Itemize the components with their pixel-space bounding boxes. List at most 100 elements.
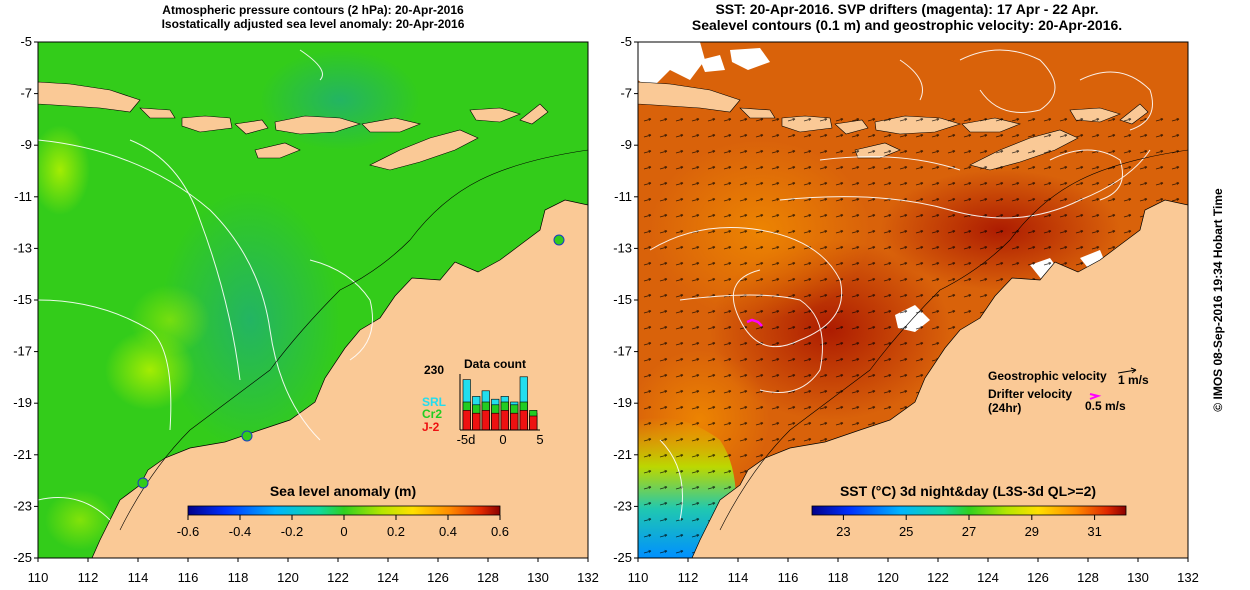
tide-gauge-marker <box>137 477 149 489</box>
left-pressure-contours <box>38 49 373 521</box>
right-axes: -5 -7 -9 -11 -13 -15 -17 -19 -21 -23 -25 110 112 114 1… <box>613 34 1199 585</box>
data-count-xtick: 5 <box>536 432 543 447</box>
left-lon-tick-label: 118 <box>228 570 249 585</box>
data-count-max-label: 230 <box>424 363 444 377</box>
left-axes: -5 -7 -9 -11 -13 -15 -17 -19 -21 -23 -25 110 112 114 1… <box>13 34 599 585</box>
geostrophic-velocity-value: 1 m/s <box>1118 373 1149 387</box>
count-bar-j2 <box>500 410 509 431</box>
right-lon-tick-label: 130 <box>1127 570 1149 585</box>
left-lat-tick-label: -7 <box>20 86 32 101</box>
right-lon-tick-label: 122 <box>927 570 949 585</box>
series-label-j2: J-2 <box>422 420 440 434</box>
right-colorbar-tick-label: 25 <box>899 524 913 539</box>
count-bar-j2 <box>519 410 528 431</box>
left-lat-tick-label: -25 <box>13 550 32 565</box>
drifter-velocity-arrow <box>1089 393 1102 400</box>
drifter-velocity-label-2: (24hr) <box>988 401 1021 415</box>
velocity-legend: Geostrophic velocity 1 m/s Drifter veloc… <box>988 367 1149 415</box>
left-colorbar-tick-label: 0.6 <box>491 524 509 539</box>
left-lat-tick-label: -19 <box>13 395 32 410</box>
left-lon-tick-label: 132 <box>577 570 599 585</box>
left-lon-tick-label: 112 <box>78 570 99 585</box>
left-lat-tick-label: -9 <box>20 137 32 152</box>
right-lon-tick-label: 116 <box>778 570 799 585</box>
left-lat-tick-label: -11 <box>14 189 32 204</box>
left-lat-tick-label: -13 <box>13 240 32 255</box>
right-sealevel-contours <box>649 49 1153 521</box>
data-count-xtick: -5d <box>457 432 476 447</box>
left-lon-tick-label: 126 <box>427 570 449 585</box>
left-lon-tick-label: 120 <box>277 570 299 585</box>
drifter-velocity-value: 0.5 m/s <box>1085 399 1126 413</box>
right-lat-tick-label: -21 <box>613 447 632 462</box>
left-lat-tick-label: -17 <box>13 344 32 359</box>
right-lat-tick-label: -25 <box>613 550 632 565</box>
left-colorbar-bar <box>187 505 501 516</box>
data-count-xtick: 0 <box>499 432 506 447</box>
right-lon-tick-label: 114 <box>728 570 749 585</box>
left-colorbar-tick-label: 0.2 <box>387 524 405 539</box>
right-lat-tick-label: -7 <box>620 86 632 101</box>
tide-gauge-marker <box>241 430 253 442</box>
right-panel: SST: 20-Apr-2016. SVP drifters (magenta)… <box>637 1 1189 559</box>
left-title-line2: Isostatically adjusted sea level anomaly… <box>162 17 465 31</box>
right-lon-tick-label: 110 <box>628 570 649 585</box>
imos-credit: © IMOS 08-Sep-2016 19:34 Hobart Time <box>1211 188 1225 412</box>
left-lon-tick-label: 128 <box>477 570 499 585</box>
left-colorbar: Sea level anomaly (m) -0.6 -0.4 -0.2 0 0.2 0.… <box>177 483 509 539</box>
right-colorbar-tick-label: 31 <box>1087 524 1101 539</box>
right-lon-tick-label: 126 <box>1027 570 1049 585</box>
right-lon-tick-label: 132 <box>1177 570 1199 585</box>
right-lat-tick-label: -13 <box>613 240 632 255</box>
left-panel: Atmospheric pressure contours (2 hPa): 2… <box>37 3 589 559</box>
right-lon-tick-label: 120 <box>877 570 899 585</box>
count-bar-j2 <box>491 412 500 431</box>
right-title-line1: SST: 20-Apr-2016. SVP drifters (magenta)… <box>715 1 1098 17</box>
left-map: Sea level anomaly (m) -0.6 -0.4 -0.2 0 0.2 0.… <box>38 42 588 558</box>
right-colorbar-tick-label: 27 <box>962 524 976 539</box>
left-colorbar-title: Sea level anomaly (m) <box>270 483 416 499</box>
left-lat-tick-label: -21 <box>13 447 32 462</box>
right-colorbar: SST (°C) 3d night&day (L3S-3d QL>=2) 23 2… <box>811 483 1127 539</box>
left-lon-tick-label: 114 <box>128 570 149 585</box>
right-lat-tick-label: -15 <box>613 292 632 307</box>
left-title-line1: Atmospheric pressure contours (2 hPa): 2… <box>162 3 464 17</box>
right-lat-tick-label: -5 <box>620 34 632 49</box>
geostrophic-vector-field <box>638 110 1188 558</box>
count-bar-j2 <box>529 415 538 431</box>
left-colorbar-tick-label: -0.6 <box>177 524 199 539</box>
data-count-title: Data count <box>464 357 526 371</box>
right-map: Geostrophic velocity 1 m/s Drifter veloc… <box>638 42 1188 558</box>
count-bar-j2 <box>472 412 481 431</box>
left-colorbar-tick-label: 0 <box>340 524 347 539</box>
left-lat-tick-label: -23 <box>13 498 32 513</box>
left-depth-contour <box>119 149 588 531</box>
right-lat-tick-label: -11 <box>614 189 632 204</box>
right-colorbar-tick-label: 29 <box>1025 524 1039 539</box>
right-lat-tick-label: -9 <box>620 137 632 152</box>
series-label-srl: SRL <box>422 395 446 409</box>
left-lon-tick-label: 116 <box>178 570 199 585</box>
left-lon-tick-label: 110 <box>28 570 49 585</box>
right-lon-tick-label: 118 <box>828 570 849 585</box>
right-lon-tick-label: 124 <box>977 570 999 585</box>
svp-drifter-track <box>746 318 763 327</box>
drifter-velocity-label-1: Drifter velocity <box>988 387 1072 401</box>
right-colorbar-title: SST (°C) 3d night&day (L3S-3d QL>=2) <box>840 483 1096 499</box>
left-lon-tick-label: 130 <box>527 570 549 585</box>
series-label-cr2: Cr2 <box>422 407 442 421</box>
right-colorbar-tick-label: 23 <box>836 524 850 539</box>
left-colorbar-tick-label: -0.4 <box>229 524 251 539</box>
left-lat-tick-label: -5 <box>20 34 32 49</box>
left-australia-mainland <box>91 199 588 558</box>
right-lat-tick-label: -19 <box>613 395 632 410</box>
right-lon-tick-label: 128 <box>1077 570 1099 585</box>
right-lat-tick-label: -23 <box>613 498 632 513</box>
left-lat-tick-label: -15 <box>13 292 32 307</box>
left-lon-tick-label: 124 <box>377 570 399 585</box>
right-depth-contour <box>719 149 1188 531</box>
right-lon-tick-label: 112 <box>678 570 699 585</box>
data-count-chart: Data count 230 SRL Cr2 J-2 -5d 0 5 <box>422 357 544 447</box>
right-colorbar-bar <box>811 505 1127 516</box>
